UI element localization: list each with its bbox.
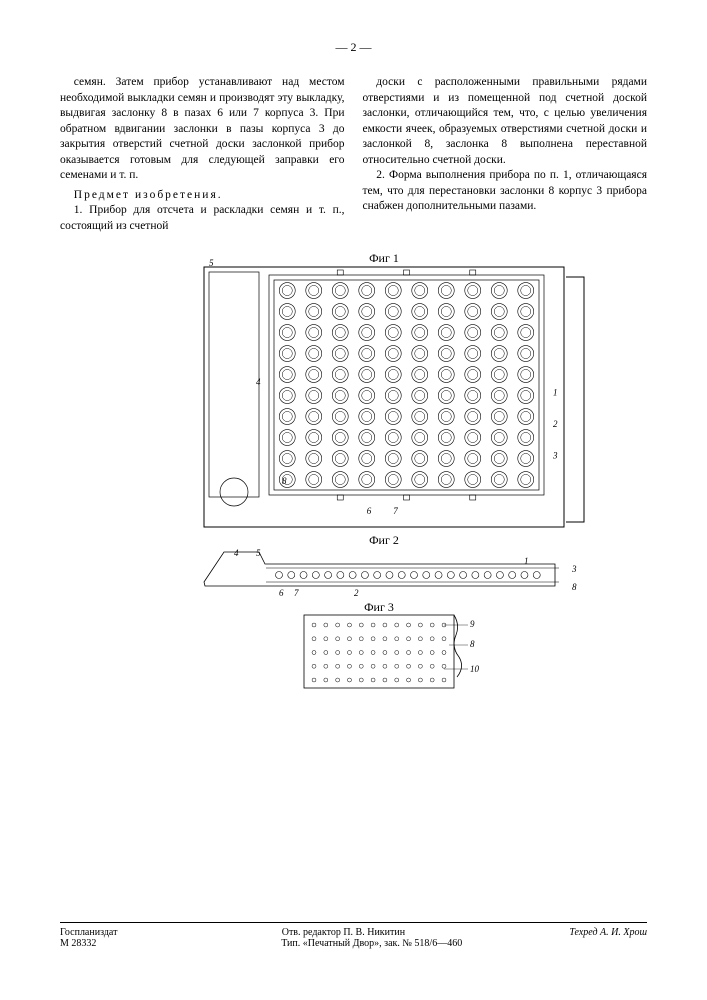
svg-text:9: 9 xyxy=(470,619,475,629)
svg-text:8: 8 xyxy=(282,476,287,486)
svg-text:4: 4 xyxy=(234,548,239,558)
figures-svg: Фиг 112345678Фиг 245138672Фиг 39810 xyxy=(104,252,604,702)
svg-text:Фиг 3: Фиг 3 xyxy=(364,600,394,614)
col1-p2: 1. Прибор для отсчета и раскладки семян … xyxy=(60,203,345,234)
svg-text:1: 1 xyxy=(553,388,558,398)
svg-text:6: 6 xyxy=(279,588,284,598)
svg-text:7: 7 xyxy=(393,506,398,516)
svg-text:1: 1 xyxy=(524,556,529,566)
svg-text:3: 3 xyxy=(571,564,577,574)
svg-text:Фиг 2: Фиг 2 xyxy=(369,533,399,547)
svg-text:8: 8 xyxy=(572,582,577,592)
footer-left1: Госпланиздат xyxy=(60,927,117,938)
invention-heading: Предмет изобретения. xyxy=(60,188,345,204)
col1-p1: семян. Затем прибор устанавливают над ме… xyxy=(60,75,345,184)
svg-text:5: 5 xyxy=(256,548,261,558)
svg-text:5: 5 xyxy=(209,258,214,268)
footer-mid1: Отв. редактор П. В. Никитин xyxy=(282,927,405,938)
footer-right1: Техред А. И. Хрош xyxy=(569,927,647,938)
text-columns: семян. Затем прибор устанавливают над ме… xyxy=(60,75,647,234)
svg-text:2: 2 xyxy=(354,588,359,598)
svg-text:6: 6 xyxy=(366,506,371,516)
page-number: — 2 — xyxy=(60,40,647,55)
col2-p2: 2. Форма выполнения прибора по п. 1, отл… xyxy=(363,168,648,215)
footer-left2: М 28332 xyxy=(60,938,96,949)
figure-area: Фиг 112345678Фиг 245138672Фиг 39810 xyxy=(60,252,647,702)
svg-text:10: 10 xyxy=(470,664,480,674)
svg-text:8: 8 xyxy=(470,639,475,649)
svg-text:3: 3 xyxy=(552,451,558,461)
svg-text:Фиг 1: Фиг 1 xyxy=(369,252,399,265)
svg-text:7: 7 xyxy=(294,588,299,598)
footer-row2: М 28332 Тип. «Печатный Двор», зак. № 518… xyxy=(60,938,647,949)
svg-text:4: 4 xyxy=(256,377,261,387)
footer-mid2: Тип. «Печатный Двор», зак. № 518/6—460 xyxy=(281,938,462,949)
column-left: семян. Затем прибор устанавливают над ме… xyxy=(60,75,345,234)
col2-p1: доски с расположенными правильными рядам… xyxy=(363,75,648,168)
column-right: доски с расположенными правильными рядам… xyxy=(363,75,648,234)
footer-row1: Госпланиздат Отв. редактор П. В. Никитин… xyxy=(60,922,647,938)
svg-text:2: 2 xyxy=(553,419,558,429)
